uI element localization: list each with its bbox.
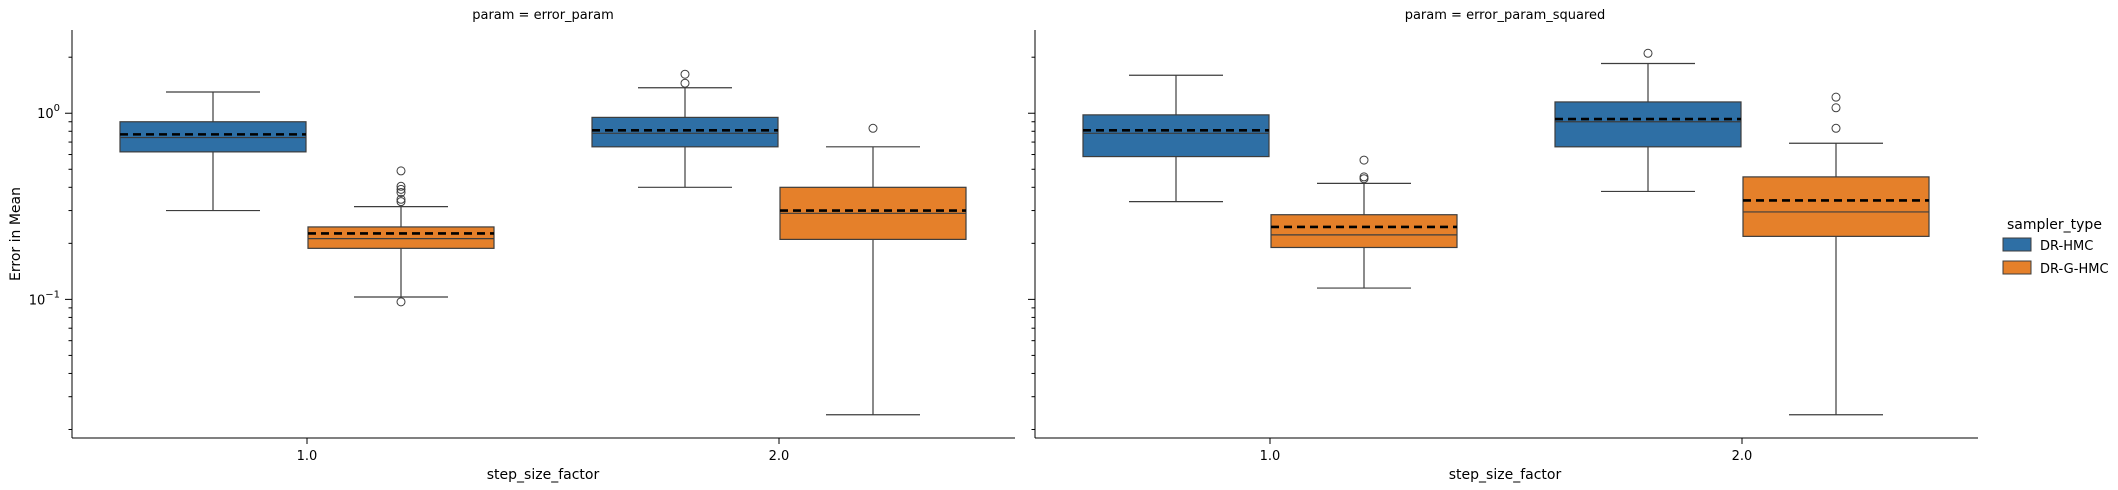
x-ticks: 1.0 2.0: [297, 438, 790, 464]
legend-label-dr-hmc: DR-HMC: [2040, 239, 2093, 254]
y-ticks: [1028, 56, 1035, 430]
box-dr-hmc-2.0: [1554, 48, 1742, 193]
outlier-point: [396, 194, 406, 204]
outlier-point: [1831, 123, 1841, 133]
outlier-point: [1831, 103, 1841, 113]
box-dr-hmc-1.0: [119, 91, 307, 212]
outlier-point: [1643, 48, 1653, 58]
legend-title: sampler_type: [2007, 217, 2102, 233]
legend-swatch-dr-g-hmc: [2002, 260, 2032, 275]
box-dr-g-hmc-2.0: [1742, 92, 1930, 416]
outlier-point: [396, 181, 406, 191]
y-ticks: 10−1 100: [29, 56, 72, 430]
legend-label-dr-g-hmc: DR-G-HMC: [2040, 262, 2109, 277]
x-tick-label: 2.0: [1732, 449, 1753, 464]
y-axis-title: Error in Mean: [8, 187, 24, 281]
x-ticks: 1.0 2.0: [1260, 438, 1753, 464]
panel-title: param = error_param_squared: [1405, 8, 1606, 23]
outlier-point: [1359, 172, 1369, 182]
x-tick-label: 1.0: [297, 449, 318, 464]
box-dr-g-hmc-1.0: [307, 166, 495, 307]
box-dr-hmc-2.0: [591, 69, 779, 188]
x-axis-title: step_size_factor: [1449, 467, 1562, 483]
x-tick-label: 1.0: [1260, 449, 1281, 464]
boxes-group: [1082, 48, 1930, 416]
outlier-point: [396, 166, 406, 176]
y-tick-label: 10−1: [29, 289, 60, 308]
outlier-point: [1831, 92, 1841, 102]
x-tick-label: 2.0: [769, 449, 790, 464]
box-dr-hmc-1.0: [1082, 74, 1270, 203]
iqr-box: [119, 121, 307, 153]
iqr-box: [1742, 176, 1930, 237]
iqr-box: [591, 116, 779, 148]
outlier-point: [868, 123, 878, 133]
outlier-point: [396, 197, 406, 207]
y-tick-label: 100: [37, 103, 60, 122]
legend-swatch-dr-hmc: [2002, 237, 2032, 252]
box-dr-g-hmc-2.0: [779, 123, 967, 416]
x-axis-title: step_size_factor: [487, 467, 600, 483]
outlier-point: [680, 78, 690, 88]
outlier-point: [680, 69, 690, 79]
iqr-box: [307, 226, 495, 249]
boxes-group: [119, 69, 967, 416]
outlier-point: [396, 184, 406, 194]
outlier-point: [396, 297, 406, 307]
panel-error-param: param = error_param 10−1 100 1.0 2.0 step_…: [8, 8, 1015, 483]
legend: sampler_type DR-HMC DR-G-HMC: [2002, 217, 2109, 277]
iqr-box: [1082, 114, 1270, 158]
box-dr-g-hmc-1.0: [1270, 155, 1458, 289]
iqr-box: [1554, 101, 1742, 148]
panel-error-param-squared: param = error_param_squared 1.0 2.0 step_…: [1028, 8, 1978, 483]
outlier-point: [1359, 155, 1369, 165]
outlier-point: [396, 188, 406, 198]
outlier-point: [1359, 174, 1369, 184]
panel-title: param = error_param: [472, 8, 614, 23]
iqr-box: [1270, 214, 1458, 249]
